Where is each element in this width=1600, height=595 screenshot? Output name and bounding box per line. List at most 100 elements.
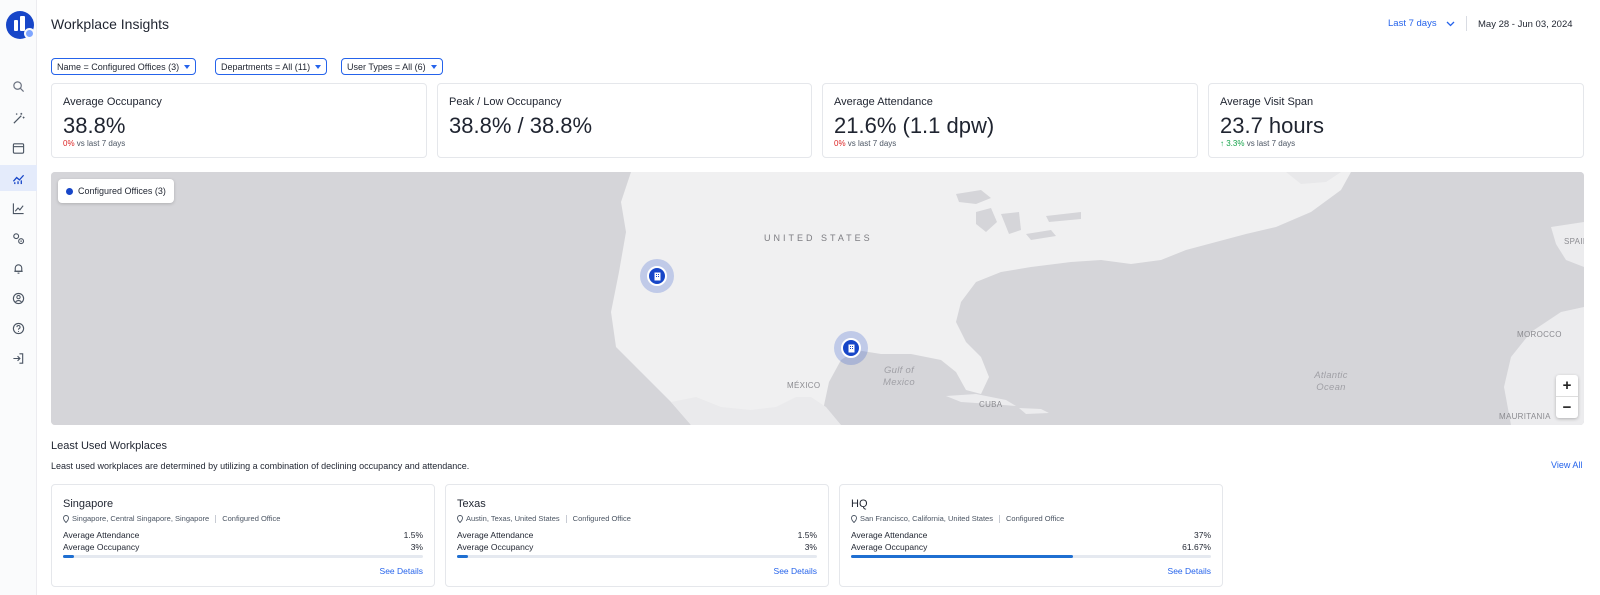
workplace-type: Configured Office [1005, 514, 1065, 523]
map-pin-icon [63, 514, 69, 523]
workplace-type: Configured Office [572, 514, 631, 523]
filter-departments[interactable]: Departments = All (11) [215, 58, 328, 75]
delta-value: 0% [834, 139, 846, 148]
workplace-name: Singapore [63, 498, 114, 510]
stat-value: 21.6% (1.1 dpw) [834, 113, 995, 138]
building-icon [848, 344, 854, 352]
nav-search[interactable] [0, 73, 37, 99]
office-marker-texas[interactable] [834, 331, 868, 365]
search-icon [13, 80, 25, 92]
date-range-dropdown[interactable]: Last 7 days [1388, 18, 1455, 29]
workplace-location: San Francisco, California, United States… [851, 514, 1064, 523]
occupancy-bar [457, 555, 817, 558]
metric-value: 1.5% [403, 530, 423, 540]
workplace-type: Configured Office [222, 514, 281, 523]
workplace-card-texas: Texas Austin, Texas, United States Config… [445, 484, 829, 587]
delta-suffix: vs last 7 days [76, 139, 126, 148]
stat-label: Average Visit Span [1220, 96, 1314, 108]
office-marker-hq[interactable] [640, 259, 674, 293]
occupancy-bar-fill [63, 555, 74, 558]
occupancy-row: Average Occupancy 61.67% [851, 542, 1211, 552]
logout-icon [13, 352, 24, 364]
app-logo[interactable] [6, 11, 35, 39]
stat-delta: ↑ 3.3% vs last 7 days [1220, 139, 1295, 148]
delta-value: ↑ 3.3% [1220, 139, 1245, 148]
filter-label: User Types = All (6) [347, 61, 426, 72]
workplace-location: Singapore, Central Singapore, Singapore C… [63, 514, 280, 523]
stat-value: 38.8% / 38.8% [449, 113, 593, 138]
metric-value: 3% [804, 542, 817, 552]
metric-label: Average Occupancy [63, 542, 140, 552]
occupancy-row: Average Occupancy 3% [63, 542, 423, 552]
filter-name[interactable]: Name = Configured Offices (3) [51, 58, 197, 75]
metric-label: Average Attendance [63, 530, 140, 540]
occupancy-bar-fill [851, 555, 1073, 558]
stat-label: Peak / Low Occupancy [449, 96, 562, 108]
map-label-spain: SPAIN [1564, 237, 1584, 246]
stat-delta: 0% vs last 7 days [63, 139, 125, 148]
building-icon [654, 272, 660, 280]
workplace-name: HQ [851, 498, 868, 510]
nav-reports[interactable] [0, 195, 37, 221]
sidebar [0, 0, 37, 595]
section-description: Least used workplaces are determined by … [51, 461, 470, 471]
legend-dot [66, 187, 73, 195]
location-text: Singapore, Central Singapore, Singapore [72, 514, 210, 523]
nav-workspace[interactable] [0, 135, 37, 161]
stat-label: Average Occupancy [63, 96, 162, 108]
filter-label: Departments = All (11) [221, 61, 311, 72]
nav-insights[interactable] [0, 165, 37, 191]
map-label-cuba: CUBA [979, 400, 1003, 409]
zoom-out-button[interactable]: − [1562, 399, 1572, 416]
filter-label: Name = Configured Offices (3) [57, 61, 180, 72]
filter-user-types[interactable]: User Types = All (6) [341, 58, 443, 75]
stat-value: 38.8% [63, 113, 126, 138]
map-pin-icon [851, 514, 857, 523]
occupancy-bar [63, 555, 423, 558]
calendar-window-icon [12, 142, 25, 154]
see-details-link[interactable]: See Details [1167, 566, 1211, 576]
office-map[interactable]: Configured Offices (3) UNITED STATES MÉX… [51, 172, 1584, 425]
map-label-gulf: Gulf of Mexico [883, 365, 915, 388]
see-details-link[interactable]: See Details [773, 566, 817, 576]
nav-magic[interactable] [0, 105, 37, 131]
stat-card-attendance: Average Attendance 21.6% (1.1 dpw) 0% vs… [822, 83, 1198, 158]
settings-gears-icon [13, 232, 25, 244]
nav-profile[interactable] [0, 285, 37, 311]
bell-icon [14, 263, 23, 274]
stat-card-peak-low: Peak / Low Occupancy 38.8% / 38.8% [437, 83, 812, 158]
delta-suffix: vs last 7 days [1246, 139, 1296, 148]
delta-suffix: vs last 7 days [847, 139, 897, 148]
see-details-link[interactable]: See Details [379, 566, 423, 576]
section-title: Least Used Workplaces [51, 440, 167, 452]
metric-label: Average Attendance [457, 530, 534, 540]
nav-integrations[interactable] [0, 225, 37, 251]
caret-down-icon [184, 64, 191, 69]
view-all-link[interactable]: View All [1551, 460, 1583, 470]
user-circle-icon [12, 292, 25, 304]
stat-value: 23.7 hours [1220, 113, 1324, 138]
map-label-atlantic: Atlantic Ocean [1314, 370, 1348, 393]
metric-value: 61.67% [1182, 542, 1211, 552]
range-label: Last 7 days [1388, 18, 1437, 29]
header-divider [1466, 16, 1467, 31]
date-range-text: May 28 - Jun 03, 2024 [1478, 19, 1573, 30]
location-text: Austin, Texas, United States [466, 514, 560, 523]
workplace-location: Austin, Texas, United States Configured O… [457, 514, 631, 523]
metric-value: 37% [1193, 530, 1211, 540]
zoom-in-button[interactable]: + [1562, 377, 1572, 394]
legend-label: Configured Offices (3) [78, 186, 166, 196]
nav-logout[interactable] [0, 345, 37, 371]
metric-value: 1.5% [797, 530, 817, 540]
occupancy-row: Average Occupancy 3% [457, 542, 817, 552]
caret-down-icon [430, 64, 437, 69]
help-icon [12, 322, 25, 334]
metric-value: 3% [410, 542, 423, 552]
attendance-row: Average Attendance 37% [851, 530, 1211, 540]
location-text: San Francisco, California, United States [860, 514, 993, 523]
map-label-morocco: MOROCCO [1517, 330, 1562, 339]
map-label-mauritania: MAURITANIA [1499, 412, 1551, 421]
caret-down-icon [315, 64, 322, 69]
nav-help[interactable] [0, 315, 37, 341]
nav-notifications[interactable] [0, 255, 37, 281]
